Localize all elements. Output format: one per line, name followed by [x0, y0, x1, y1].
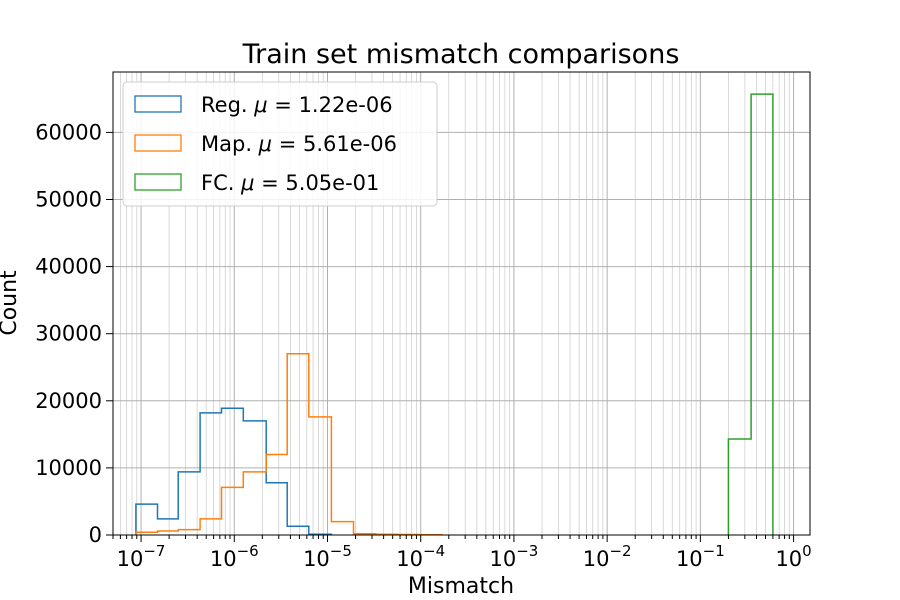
axis-ticks: 0 10000 20000 30000 40000 50000 60000 10−7 10−6 1… — [35, 120, 812, 571]
y-tick-label: 20000 — [35, 389, 102, 413]
histogram-step-fc — [727, 93, 774, 535]
x-tick-label: 100 — [775, 542, 811, 571]
y-tick-label: 0 — [89, 523, 102, 547]
y-axis-label: Count — [0, 270, 22, 336]
x-tick-label: 10−2 — [583, 542, 632, 571]
x-tick-label: 10−5 — [303, 542, 352, 571]
histogram-step-reg — [135, 407, 333, 536]
x-tick-label: 10−6 — [210, 542, 259, 571]
y-tick-label: 50000 — [35, 187, 102, 211]
legend: Reg. μ = 1.22e-06 Map. μ = 5.61e-06 FC. μ … — [122, 81, 438, 207]
legend-swatch — [134, 173, 182, 191]
histogram-step-map — [135, 353, 443, 536]
legend-entry-label: FC. μ = 5.05e-01 — [201, 171, 379, 195]
y-tick-label: 40000 — [35, 255, 102, 279]
y-tick-label: 30000 — [35, 322, 102, 346]
chart-title: Train set mismatch comparisons — [242, 39, 680, 70]
x-tick-label: 10−3 — [490, 542, 539, 571]
y-tick-label: 10000 — [35, 456, 102, 480]
legend-entry-label: Reg. μ = 1.22e-06 — [201, 93, 393, 117]
legend-swatch — [134, 134, 182, 152]
histogram-bars — [135, 93, 774, 536]
legend-entry-label: Map. μ = 5.61e-06 — [201, 132, 397, 156]
x-axis-label: Mismatch — [408, 574, 514, 599]
x-tick-label: 10−7 — [117, 542, 166, 571]
legend-frame — [122, 81, 438, 207]
plot-frame — [112, 71, 811, 536]
x-tick-label: 10−4 — [396, 542, 445, 571]
legend-swatch — [134, 95, 182, 113]
y-tick-label: 60000 — [35, 120, 102, 144]
x-tick-label: 10−1 — [676, 542, 725, 571]
